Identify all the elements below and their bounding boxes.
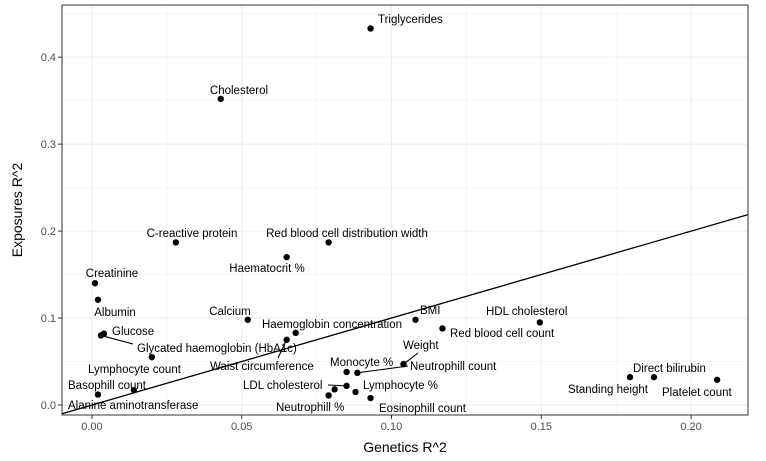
data-point: [97, 332, 105, 339]
data-point: [412, 316, 419, 323]
point-label: Albumin: [94, 307, 136, 319]
plot-panel-border: [61, 4, 749, 416]
data-point: [325, 239, 332, 246]
point-label: Creatinine: [86, 268, 138, 280]
point-label: HDL cholesterol: [486, 306, 567, 318]
point-labels: Triglycerides Cholesterol C-reactive prote…: [68, 14, 732, 415]
point-label: Haemoglobin concentration: [262, 319, 402, 331]
y-tick-label: 0.3: [41, 139, 56, 151]
point-label: Red blood cell count: [450, 328, 555, 340]
data-point: [331, 386, 338, 393]
y-tick-label: 0.4: [41, 52, 56, 64]
data-point: [354, 369, 361, 377]
y-tick-label: 0.1: [41, 313, 56, 325]
y-axis-title: Exposures R^2: [9, 163, 25, 258]
axis-ticks: 0.00 0.05 0.10 0.15 0.20 0.0 0.1 0.2 0.3 0.4: [41, 52, 702, 433]
data-point: [283, 336, 290, 343]
leader-line: [100, 334, 134, 345]
point-label: Waist circumference: [210, 361, 314, 373]
x-tick-label: 0.00: [81, 421, 102, 433]
data-point: [343, 368, 350, 376]
point-label: Calcium: [209, 306, 251, 318]
point-label: Standing height: [568, 384, 649, 396]
data-point: [343, 382, 350, 390]
point-label: BMI: [420, 305, 440, 317]
data-point: [325, 392, 332, 399]
label-leader-lines: [100, 334, 419, 387]
point-label: Triglycerides: [378, 14, 443, 26]
point-label: Basophill count: [68, 380, 147, 392]
x-axis-title: Genetics R^2: [363, 439, 447, 455]
reference-line: [61, 213, 749, 415]
point-label: Glycated haemoglobin (HbA1c): [137, 343, 297, 355]
panel-background: [62, 5, 748, 415]
grid: [62, 5, 748, 415]
point-label: Platelet count: [662, 387, 732, 399]
point-label: Alanine aminotransferase: [68, 400, 198, 412]
point-label: Eosinophill count: [379, 403, 467, 415]
data-point: [148, 353, 156, 361]
data-point: [713, 376, 721, 383]
points: [91, 25, 721, 402]
leader-line: [277, 339, 288, 359]
data-point: [352, 388, 359, 396]
x-tick-label: 0.15: [531, 421, 552, 433]
x-tick-label: 0.05: [231, 421, 252, 433]
data-point: [292, 329, 299, 337]
data-point: [367, 25, 374, 32]
point-label: Red blood cell distribution width: [266, 228, 428, 240]
data-point: [626, 373, 634, 381]
point-label: LDL cholesterol: [243, 380, 322, 392]
data-point: [400, 360, 407, 368]
data-point: [536, 319, 544, 326]
point-label: Haematocrit %: [229, 263, 304, 275]
data-point: [367, 394, 374, 402]
data-point: [94, 391, 102, 398]
point-label: Neutrophill count: [410, 361, 497, 373]
y-tick-label: 0.0: [41, 400, 56, 412]
data-point: [94, 296, 102, 303]
point-label: Direct bilirubin: [633, 363, 706, 375]
data-point: [283, 253, 290, 261]
point-label: Cholesterol: [210, 85, 268, 97]
point-label: Weight: [403, 340, 439, 352]
data-point: [217, 95, 224, 103]
data-point: [650, 373, 658, 381]
data-point: [91, 280, 99, 287]
point-label: Neutrophill %: [276, 402, 344, 414]
point-label: Glucose: [112, 326, 154, 338]
data-point: [439, 325, 446, 332]
x-tick-label: 0.10: [381, 421, 402, 433]
point-label: Lymphocyte count: [88, 364, 182, 376]
y-tick-label: 0.2: [41, 226, 56, 238]
point-label: C-reactive protein: [147, 228, 238, 240]
data-point: [172, 239, 180, 246]
point-label: Monocyte %: [330, 357, 393, 369]
data-point: [130, 387, 138, 394]
x-tick-label: 0.20: [680, 421, 701, 433]
data-point: [244, 316, 251, 323]
leader-line: [357, 365, 409, 374]
point-label: Lymphocyte %: [363, 380, 438, 392]
